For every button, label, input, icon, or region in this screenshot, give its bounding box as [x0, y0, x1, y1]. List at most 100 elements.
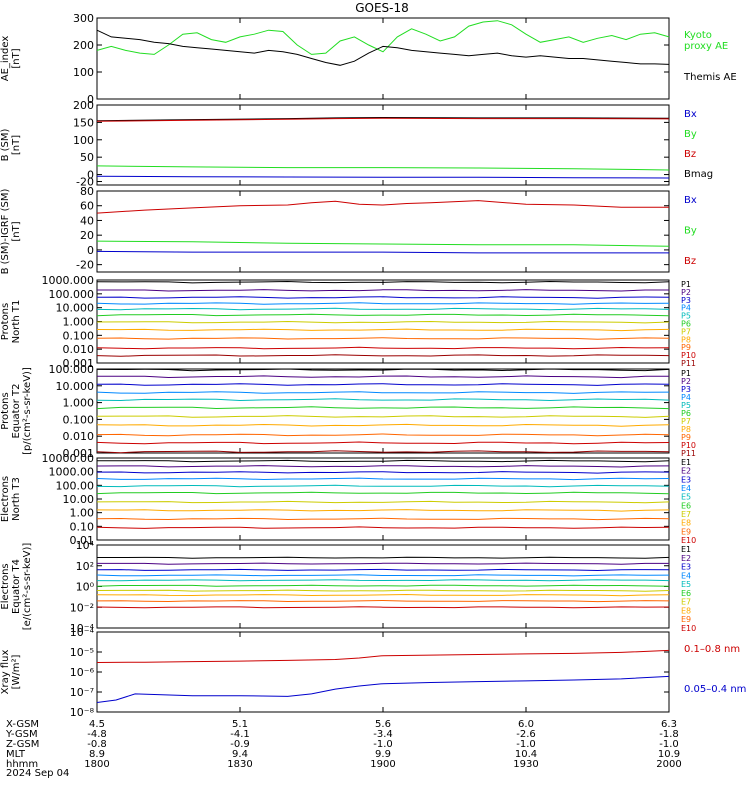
- y-tick-label: 100: [73, 134, 94, 147]
- channel-label: P2: [681, 288, 691, 297]
- channel-line: [97, 289, 669, 292]
- legend-label: proxy AE: [684, 41, 728, 52]
- channel-label: P7: [681, 327, 691, 336]
- y-tick-label: -20: [76, 259, 94, 272]
- channel-label: P4: [681, 304, 691, 313]
- channel-line: [96, 354, 670, 357]
- y-tick-label: 10000.00: [42, 452, 95, 465]
- y-tick-label: 1.00: [70, 507, 95, 520]
- footer-value: 6.3: [661, 719, 677, 730]
- y-tick-label: 0.01: [70, 534, 95, 547]
- figure-date: 2024 Sep 04: [6, 768, 69, 779]
- footer-value: 10.9: [658, 749, 680, 760]
- series-line: [96, 200, 669, 214]
- footer-value: -2.6: [516, 729, 536, 740]
- series-line: [96, 116, 670, 122]
- panel-frame: [96, 368, 670, 454]
- series-line: [96, 240, 670, 247]
- channel-line: [96, 568, 670, 572]
- y-tick-label: 0.100: [63, 329, 95, 342]
- y-tick-label: 40: [80, 214, 94, 227]
- channel-label: E7: [681, 510, 691, 519]
- y-tick-label: 10⁴: [76, 539, 95, 552]
- channel-label: P9: [681, 433, 691, 442]
- channel-line: [96, 302, 670, 305]
- channel-line: [96, 383, 670, 386]
- channel-line: [96, 391, 670, 394]
- y-tick-label: 10.00: [63, 493, 95, 506]
- channel-line: [96, 526, 670, 529]
- channel-line: [96, 346, 670, 350]
- y-tick-label: 200: [73, 99, 94, 112]
- footer-row-label: hhmm: [6, 759, 38, 770]
- y-axis-label: ProtonsNorth T1: [0, 300, 22, 344]
- series-line: [96, 250, 669, 254]
- footer-value: -4.1: [230, 729, 250, 740]
- channel-label: E4: [681, 484, 691, 493]
- channel-line: [96, 328, 670, 332]
- panel-5: 0.001 0.010 0.100 1.000 10.000 100.000 Protons…: [0, 363, 696, 460]
- channel-label: E5: [681, 493, 691, 502]
- y-axis-label: B (SM)-IGRF (SM)[nT]: [0, 189, 22, 275]
- legend-label: Bz: [684, 256, 696, 267]
- series-line: [96, 20, 670, 55]
- channel-line: [96, 477, 670, 481]
- channel-line: [97, 556, 670, 559]
- channel-label: P11: [681, 449, 696, 458]
- channel-line: [96, 368, 670, 372]
- channel-line: [96, 517, 670, 521]
- y-axis-label: ElectronsNorth T3: [0, 476, 22, 522]
- channel-line: [97, 375, 669, 379]
- channel-line: [96, 491, 670, 495]
- y-tick-label: 1.000: [63, 316, 95, 329]
- footer-value: 2000: [656, 759, 681, 770]
- y-tick-label: 10²: [76, 560, 94, 573]
- channel-line: [96, 606, 670, 609]
- legend-label: Themis AE: [683, 72, 737, 83]
- channel-label: E6: [681, 501, 691, 510]
- y-tick-label: 10⁻²: [70, 601, 94, 614]
- panel-2: -200 50 100 150 200 B (SM)[nT] Bx By Bz Bmag: [0, 99, 713, 189]
- channel-label: P7: [681, 417, 691, 426]
- footer-value: 5.6: [375, 719, 391, 730]
- panel-frame: [96, 104, 670, 186]
- panel-7: 10⁻⁴ 10⁻² 10⁰ 10² 10⁴ ElectronsEquator T4[e/(…: [0, 539, 696, 635]
- channel-line: [96, 320, 670, 324]
- channel-label: P11: [681, 359, 696, 368]
- channel-label: P10: [681, 351, 696, 360]
- channel-line: [97, 562, 669, 565]
- panel-8: 10⁻⁸ 10⁻⁷ 10⁻⁶ 10⁻⁵ 10⁻⁴ Xray flux[W/m²] 0.1–0…: [0, 626, 746, 719]
- y-tick-label: 20: [80, 229, 94, 242]
- y-tick-label: 10⁻⁵: [70, 646, 94, 659]
- footer-row-label: Y-GSM: [5, 729, 38, 740]
- series-line: [96, 29, 670, 66]
- y-tick-label: -20: [76, 176, 94, 189]
- channel-line: [96, 574, 670, 577]
- series-line: [96, 175, 670, 179]
- footer-value: -1.0: [373, 739, 393, 750]
- channel-label: P1: [681, 369, 691, 378]
- legend-label: By: [684, 129, 697, 140]
- footer-value: 1930: [513, 759, 538, 770]
- footer-value: 1900: [370, 759, 395, 770]
- channel-label: P8: [681, 335, 691, 344]
- channel-label: P1: [681, 280, 691, 289]
- channel-label: E5: [681, 580, 691, 589]
- y-tick-label: 10.000: [56, 302, 95, 315]
- channel-label: P3: [681, 385, 691, 394]
- legend-label: Bx: [684, 195, 697, 206]
- y-tick-label: 100: [73, 66, 94, 79]
- channel-line: [96, 313, 670, 317]
- footer-value: -1.8: [659, 729, 679, 740]
- channel-line: [96, 509, 670, 512]
- channel-label: P5: [681, 401, 691, 410]
- footer-value: 9.4: [232, 749, 248, 760]
- channel-line: [96, 593, 670, 597]
- channel-line: [96, 471, 670, 474]
- panel-frame: [96, 631, 670, 713]
- channel-label: E10: [681, 624, 696, 633]
- y-tick-label: 0.001: [63, 357, 95, 370]
